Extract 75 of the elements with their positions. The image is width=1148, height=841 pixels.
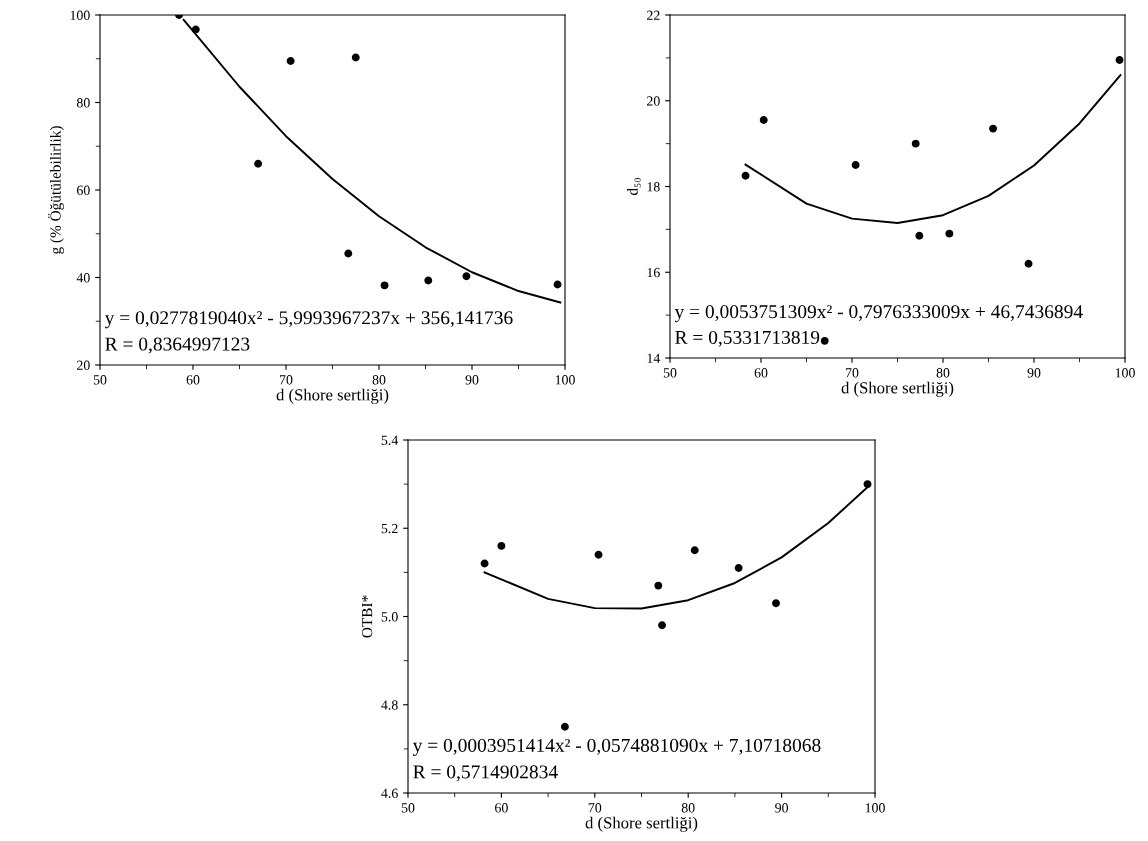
point [915,231,924,240]
point [191,25,200,34]
y-axis-title: OTBI* [361,595,373,638]
y-tick-label: 20 [77,360,90,370]
x-tick-label: 100 [555,375,575,385]
y-tick-label: 5.4 [381,435,399,446]
x-axis-title: d (Shore sertliği) [276,388,389,404]
point [945,229,954,238]
annotation: R = 0,8364997123 [105,337,250,354]
point [344,249,353,258]
y-axis-title: d₅₀ [626,178,641,196]
line-series [744,74,1122,224]
point [690,546,699,555]
point [989,124,998,133]
point [863,480,872,489]
point [741,171,750,180]
x-tick-label: 80 [681,803,695,813]
x-tick-label: 90 [465,375,479,385]
y-axis-title: g (% Öğütülebilirlik) [48,126,64,254]
y-tick-label: 4.6 [381,788,398,799]
x-tick-label: 70 [845,368,859,378]
point [1115,56,1124,64]
point [772,599,780,608]
x-tick-label: 60 [754,368,768,378]
y-tick-label: 40 [76,273,90,283]
x-tick-label: 90 [1027,368,1041,378]
point [851,161,860,170]
x-tick-label: 100 [1115,368,1135,378]
y-tick-label: 5.2 [381,523,398,534]
point [654,581,663,590]
x-tick-label: 60 [495,803,508,813]
point [1024,259,1033,268]
point [820,336,829,345]
point [734,564,743,572]
x-axis-title: d (Shore sertliği) [585,816,698,832]
y-tick-label: 100 [70,10,90,20]
point [553,280,562,289]
point [254,159,263,168]
y-tick-label: 5.0 [381,612,398,622]
point [911,139,920,148]
x-tick-label: 90 [775,803,789,813]
y-tick-label: 60 [76,185,90,195]
point [560,722,569,731]
y-tick-label: 18 [647,182,660,192]
annotation: y = 0,0277819040x² - 5,9993967237x + 356,141736 [104,311,513,329]
point [351,53,360,62]
point [759,116,768,124]
y-tick-label: 4.8 [381,700,398,710]
x-tick-label: 70 [279,375,293,385]
x-tick-label: 50 [401,803,415,813]
point [462,272,471,281]
point [594,550,603,559]
point [480,559,489,568]
x-tick-label: 50 [663,368,677,378]
point [658,621,667,630]
x-axis-title: d (Shore sertliği) [841,381,954,397]
annotation: y = 0,0003951414x² - 0,0574881090x + 7,10718068 [412,738,821,756]
y-tick-label: 22 [647,10,660,20]
y-tick-label: 16 [647,267,660,278]
annotation: y = 0,0053751309x² - 0,7976333009x + 46,7436894 [674,305,1083,323]
y-tick-label: 20 [647,96,660,106]
point [424,276,433,285]
annotation: R = 0,5714902834 [413,765,558,782]
x-tick-label: 100 [865,803,885,813]
point [380,281,389,290]
x-tick-label: 80 [936,368,950,378]
x-tick-label: 60 [186,375,200,385]
y-tick-label: 14 [647,353,661,363]
x-tick-label: 80 [372,375,386,385]
x-tick-label: 50 [93,375,107,385]
y-tick-label: 80 [76,98,90,108]
x-tick-label: 70 [588,803,602,813]
point [286,56,295,65]
point [497,541,506,550]
annotation: R = 0,5331713819 [675,330,820,347]
